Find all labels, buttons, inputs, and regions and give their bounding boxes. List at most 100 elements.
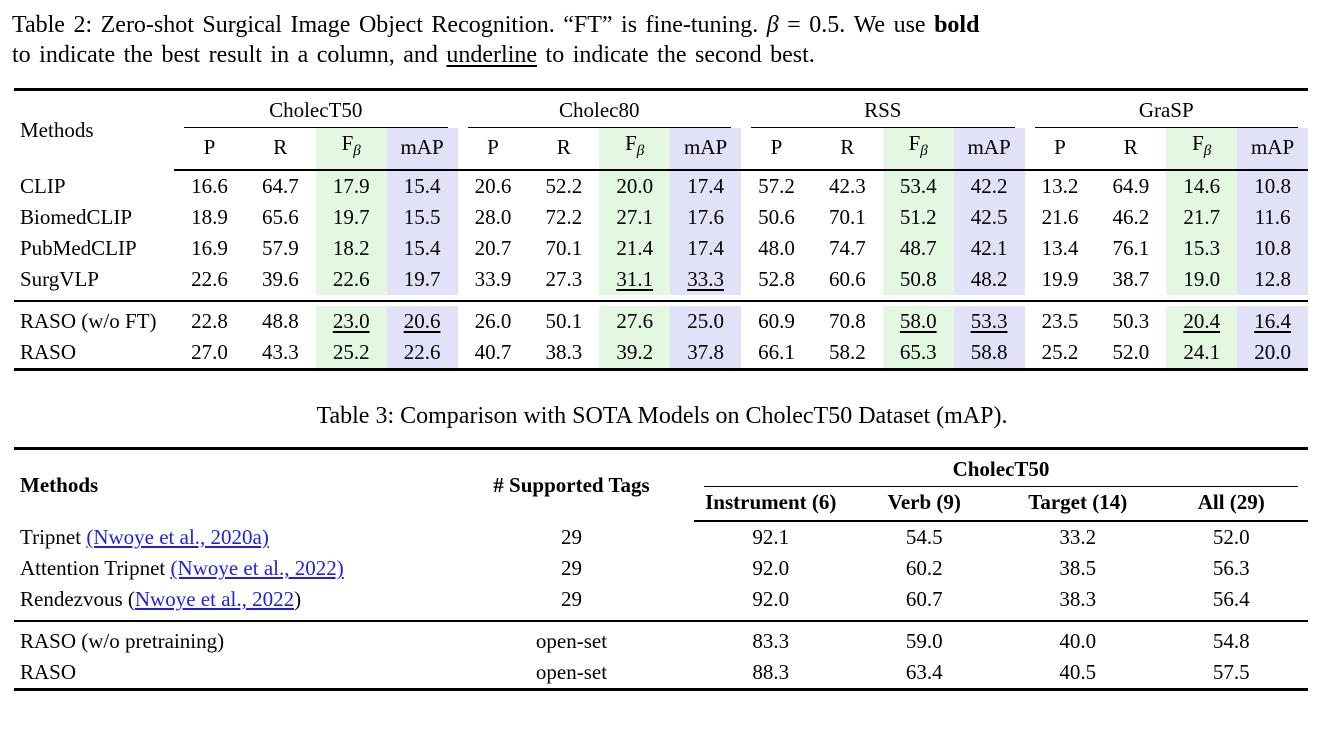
column-group-rss: RSS — [741, 90, 1025, 128]
metric-cell: 27.6 — [599, 306, 671, 338]
metric-cell: 33.2 — [1059, 525, 1097, 550]
metric-cell: 31.1 — [599, 264, 671, 296]
section-divider — [14, 615, 1308, 623]
metric-cell: 40.5 — [1059, 660, 1097, 685]
metric-cell: 33.9 — [474, 267, 512, 292]
metric-cell: 24.1 — [1166, 337, 1238, 370]
metric-cell: 42.5 — [953, 202, 1025, 234]
supported-tags-cell: open-set — [535, 660, 608, 685]
metric-cell: 42.3 — [828, 174, 866, 199]
method-text: RASO (w/o pretraining) — [20, 629, 225, 654]
metric-cell: 63.4 — [905, 660, 943, 685]
column-header-f: Fβ — [599, 128, 671, 172]
metric-cell: 18.9 — [191, 205, 228, 230]
metric-cell: 16.6 — [191, 174, 228, 199]
metric-cell: 20.0 — [599, 170, 671, 203]
group-label: Cholec80 — [467, 97, 731, 128]
caption-segment: Table 2: Zero-shot Surgical Image Object… — [12, 12, 767, 38]
method-cell: BiomedCLIP — [20, 205, 133, 230]
metric-cell: 22.6 — [315, 264, 387, 296]
metric-cell: 20.0 — [1237, 337, 1308, 370]
table2-row: RASO 27.0 43.3 25.2 22.6 40.7 38.3 39.2 37.8 66.1… — [14, 337, 1308, 370]
column-header-target: Target (14) — [1001, 487, 1155, 523]
citation-link[interactable]: (Nwoye et al., 2022) — [170, 556, 344, 581]
metric-cell: 39.2 — [599, 337, 671, 370]
metric-cell: 50.3 — [1112, 309, 1150, 334]
table2-caption: Table 2: Zero-shot Surgical Image Object… — [12, 10, 1312, 70]
supported-tags-cell: open-set — [535, 629, 608, 654]
metric-cell: 52.8 — [758, 267, 795, 292]
metric-cell: 27.3 — [545, 267, 583, 292]
table3-row: Tripnet (Nwoye et al., 2020a) 29 92.1 54.5 3… — [14, 521, 1308, 553]
metric-cell: 92.1 — [752, 525, 790, 550]
metric-cell: 22.6 — [191, 267, 228, 292]
metric-label: R — [1123, 135, 1138, 160]
metric-cell: 18.2 — [315, 233, 387, 265]
metric-cell: 13.2 — [1041, 174, 1079, 199]
metric-cell: 25.0 — [670, 306, 741, 338]
metric-cell: 48.0 — [758, 236, 795, 261]
table3-body: Tripnet (Nwoye et al., 2020a) 29 92.1 54.5 3… — [14, 521, 1308, 690]
metric-cell: 43.3 — [261, 340, 299, 365]
metric-cell: 88.3 — [752, 660, 790, 685]
column-header-methods: Methods — [20, 473, 99, 498]
table3-caption: Table 3: Comparison with SOTA Models on … — [316, 403, 1008, 430]
beta-subscript: β — [920, 143, 928, 160]
metric-cell: 40.0 — [1059, 629, 1097, 654]
table3-row: RASO (w/o pretraining) open-set 83.3 59.0 40… — [14, 626, 1308, 657]
metric-cell: 65.6 — [261, 205, 299, 230]
metric-cell: 21.6 — [1041, 205, 1079, 230]
metric-cell: 56.3 — [1212, 556, 1250, 581]
column-header-methods: Methods — [20, 118, 94, 143]
beta-subscript: β — [1203, 143, 1212, 160]
method-text: RASO — [20, 660, 77, 685]
metric-cell: 16.4 — [1237, 306, 1308, 338]
metric-cell: 51.2 — [882, 202, 954, 234]
metric-cell: 70.1 — [828, 205, 866, 230]
method-cell: Rendezvous (Nwoye et al., 2022) — [14, 584, 449, 615]
metric-cell: 54.5 — [905, 525, 943, 550]
metric-cell: 38.3 — [1059, 587, 1097, 612]
metric-cell: 19.9 — [1041, 267, 1079, 292]
method-cell: RASO (w/o pretraining) — [14, 626, 449, 657]
method-cell: Attention Tripnet (Nwoye et al., 2022) — [14, 553, 449, 584]
table3-row: Attention Tripnet (Nwoye et al., 2022) 29… — [14, 553, 1308, 584]
table2-row: RASO (w/o FT) 22.8 48.8 23.0 20.6 26.0 50.1 27.… — [14, 306, 1308, 338]
metric-cell: 60.7 — [905, 587, 943, 612]
column-header-p: P — [457, 128, 529, 172]
column-header-supported-tags: # Supported Tags — [493, 473, 650, 498]
metric-cell: 50.6 — [758, 205, 795, 230]
column-header-r: R — [1095, 128, 1167, 172]
metric-cell: 15.4 — [386, 170, 458, 203]
metric-cell: 60.9 — [758, 309, 795, 334]
metric-cell: 53.3 — [953, 306, 1025, 338]
citation-link[interactable]: Nwoye et al., 2022 — [134, 587, 295, 612]
metric-cell: 27.0 — [191, 340, 228, 365]
column-header-map: mAP — [1237, 128, 1308, 172]
metric-cell: 15.4 — [386, 233, 458, 265]
metric-cell: 50.1 — [545, 309, 583, 334]
citation-link[interactable]: (Nwoye et al., 2020a) — [86, 524, 269, 549]
group-label: CholecT50 — [184, 97, 448, 128]
metric-cell: 20.6 — [474, 174, 512, 199]
caption-segment: to indicate the second best. — [537, 42, 815, 68]
metric-cell: 40.7 — [474, 340, 512, 365]
metric-cell: 20.6 — [386, 306, 458, 338]
metric-cell: 19.7 — [315, 202, 387, 234]
supported-tags-cell: 29 — [561, 556, 582, 581]
metric-cell: 26.0 — [474, 309, 512, 334]
method-text: ) — [294, 587, 302, 612]
metric-cell: 23.0 — [315, 306, 387, 338]
metric-cell: 65.3 — [882, 337, 954, 370]
metric-cell: 70.8 — [828, 309, 866, 334]
metric-cell: 76.1 — [1112, 236, 1150, 261]
table2-header: Methods CholecT50 Cholec80 RSS GraSP P R Fβ mAP P… — [14, 90, 1308, 172]
method-cell: CLIP — [20, 173, 66, 198]
metric-cell: 52.2 — [545, 174, 583, 199]
column-header-f: Fβ — [1166, 128, 1238, 172]
group-label: GraSP — [1034, 97, 1298, 128]
table2-zero-shot-recognition: Methods CholecT50 Cholec80 RSS GraSP P R Fβ mAP P… — [14, 88, 1308, 372]
metric-cell: 21.7 — [1166, 202, 1238, 234]
metric-cell: 23.5 — [1041, 309, 1079, 334]
